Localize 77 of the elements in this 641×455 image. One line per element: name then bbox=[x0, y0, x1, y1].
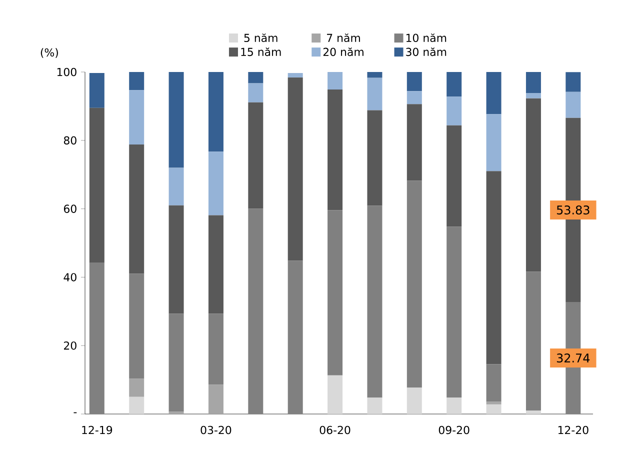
bar bbox=[129, 396, 144, 414]
bar bbox=[486, 114, 502, 172]
bar bbox=[526, 93, 541, 98]
y-tick-label: 80 bbox=[64, 136, 76, 145]
bar bbox=[328, 210, 343, 376]
bar bbox=[367, 110, 382, 206]
bar bbox=[367, 78, 382, 110]
bar bbox=[406, 72, 422, 92]
bar bbox=[367, 206, 382, 398]
bar bbox=[129, 274, 144, 379]
bar bbox=[129, 90, 144, 144]
bar bbox=[208, 314, 224, 385]
legend-label: 7 năm bbox=[327, 34, 360, 42]
y-tick-label: 20 bbox=[64, 341, 76, 350]
bar bbox=[446, 398, 462, 414]
bar bbox=[288, 77, 303, 261]
bar bbox=[129, 72, 144, 90]
bar bbox=[248, 83, 264, 102]
bar bbox=[566, 72, 581, 92]
bar bbox=[446, 125, 462, 227]
data-label: 32.74 bbox=[556, 353, 590, 363]
bar bbox=[208, 152, 224, 216]
bar bbox=[89, 262, 104, 414]
x-tick-label: 12-19 bbox=[82, 426, 112, 434]
bar bbox=[486, 364, 502, 402]
bar bbox=[168, 72, 184, 168]
bar bbox=[129, 378, 144, 397]
bar bbox=[168, 314, 184, 412]
bar bbox=[486, 72, 502, 114]
legend-label: 10 năm bbox=[406, 34, 446, 42]
y-tick-label: - bbox=[74, 412, 77, 414]
legend-label: 5 năm bbox=[244, 34, 278, 42]
bar bbox=[406, 180, 422, 388]
bar bbox=[129, 144, 144, 274]
bar bbox=[526, 272, 541, 411]
bar bbox=[367, 72, 382, 78]
bar bbox=[168, 205, 184, 314]
y-tick-label: 100 bbox=[57, 68, 76, 76]
legend-label: 20 năm bbox=[323, 48, 364, 56]
bar bbox=[328, 375, 343, 414]
bar bbox=[406, 388, 422, 414]
legend-label: 15 năm bbox=[241, 48, 281, 56]
bar bbox=[486, 171, 502, 364]
bar bbox=[89, 73, 104, 108]
bar bbox=[208, 72, 224, 152]
bar bbox=[486, 404, 502, 414]
bar bbox=[248, 208, 264, 414]
bar bbox=[208, 384, 224, 414]
x-tick-label: 03-20 bbox=[200, 426, 232, 434]
bar bbox=[486, 402, 502, 404]
bar bbox=[526, 98, 541, 272]
bar bbox=[367, 398, 382, 414]
data-label: 53.83 bbox=[556, 205, 590, 214]
y-tick-label: 60 bbox=[64, 204, 76, 213]
bar bbox=[89, 108, 104, 263]
bar bbox=[288, 73, 303, 78]
bar bbox=[526, 410, 541, 414]
bar bbox=[248, 102, 264, 209]
bar bbox=[406, 104, 422, 181]
bar bbox=[566, 92, 581, 118]
y-axis-title: (%) bbox=[40, 48, 58, 58]
x-tick-label: 09-20 bbox=[438, 426, 470, 434]
bar bbox=[446, 72, 462, 97]
bar bbox=[406, 91, 422, 104]
bar bbox=[446, 226, 462, 398]
x-tick-label: 12-20 bbox=[558, 426, 588, 434]
bar bbox=[168, 168, 184, 206]
bar bbox=[248, 72, 264, 84]
bar bbox=[446, 96, 462, 126]
bar bbox=[526, 72, 541, 94]
legend-label: 30 năm bbox=[406, 48, 446, 56]
bar bbox=[208, 215, 224, 314]
bar bbox=[328, 72, 343, 90]
bar bbox=[328, 89, 343, 210]
x-tick-label: 06-20 bbox=[320, 426, 350, 434]
y-tick-label: 40 bbox=[64, 273, 76, 282]
bar bbox=[288, 260, 303, 414]
